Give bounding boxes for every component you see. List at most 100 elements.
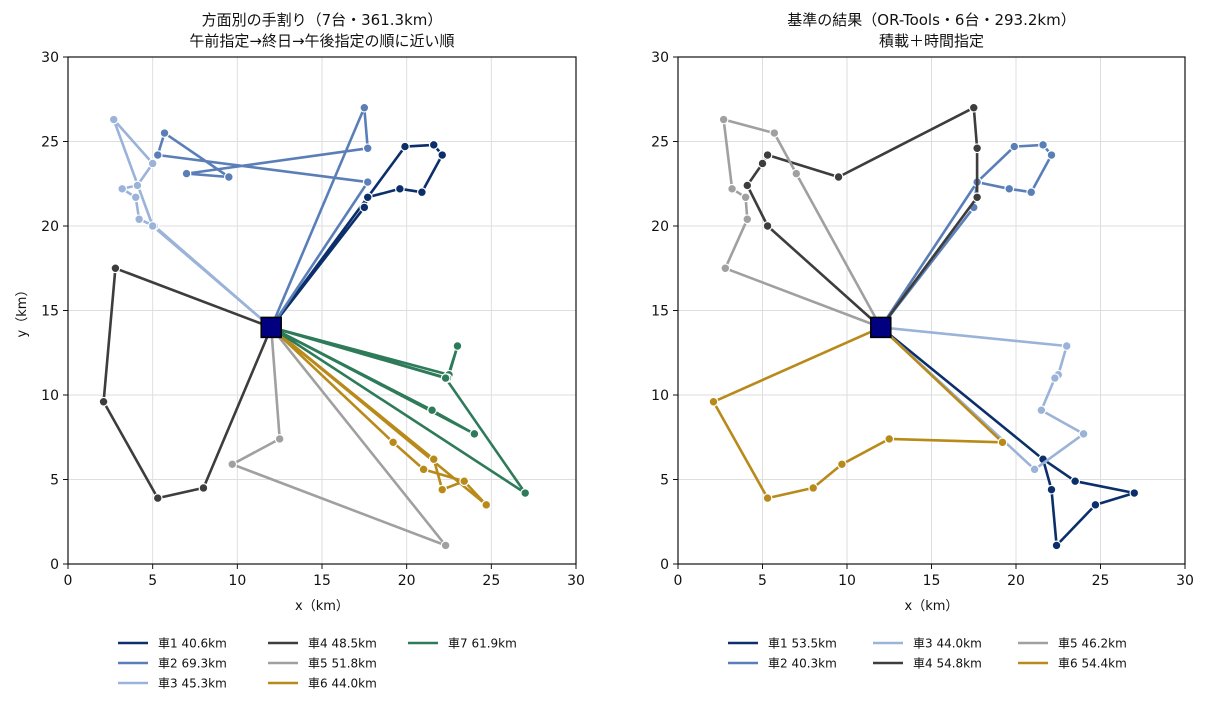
data-point (762, 150, 773, 160)
y-tick-label: 20 (651, 219, 669, 235)
data-point (972, 143, 983, 154)
x-tick-label: 30 (567, 573, 585, 589)
data-point (1070, 476, 1081, 487)
y-tick-label: 25 (41, 135, 59, 151)
legend-item: 車6 54.4km (1018, 657, 1127, 671)
data-point (427, 405, 437, 416)
legend-label: 車1 53.5km (768, 637, 837, 651)
data-point (742, 180, 753, 191)
data-point (108, 114, 119, 125)
series-2 (152, 102, 373, 329)
y-tick-label: 30 (651, 50, 669, 66)
data-point (274, 434, 285, 444)
data-point (394, 183, 405, 194)
data-point (181, 168, 192, 179)
data-point (452, 341, 463, 351)
depot-marker (260, 316, 282, 339)
data-point (98, 396, 109, 407)
data-point (1090, 499, 1101, 510)
data-point (833, 172, 844, 182)
x-tick-label: 20 (1007, 573, 1025, 589)
data-point (1129, 488, 1140, 498)
series-line (102, 266, 273, 500)
series-line (231, 326, 447, 547)
y-tick-label: 25 (651, 135, 669, 151)
data-point (1026, 187, 1037, 198)
y-tick-label: 5 (50, 473, 59, 489)
data-point (808, 483, 819, 493)
legend-label: 車5 51.8km (308, 657, 377, 671)
x-tick-label: 0 (64, 573, 73, 589)
y-tick-label: 5 (660, 473, 669, 489)
series-5 (227, 326, 451, 551)
data-point (1036, 405, 1047, 416)
legend-item: 車1 53.5km (728, 637, 837, 651)
data-point (718, 114, 729, 125)
data-point (400, 141, 410, 152)
series-4 (742, 102, 983, 329)
data-point (968, 102, 979, 113)
x-tick-label: 15 (313, 573, 331, 589)
data-point (1009, 141, 1020, 152)
data-point (762, 221, 773, 231)
legend-label: 車1 40.6km (158, 637, 227, 651)
data-point (147, 221, 158, 231)
series-3 (108, 114, 273, 329)
data-point (134, 214, 145, 225)
legend-item: 車6 44.0km (268, 677, 377, 691)
legend-item: 車4 54.8km (873, 657, 982, 671)
chart-subtitle: 積載＋時間指定 (879, 32, 984, 50)
legend-item: 車5 46.2km (1018, 637, 1127, 651)
depot-marker (870, 316, 892, 339)
series-line (879, 326, 1085, 471)
data-point (110, 263, 121, 274)
data-point (997, 437, 1008, 448)
data-point (757, 158, 768, 169)
legend-item: 車2 69.3km (118, 657, 227, 671)
data-point (428, 454, 439, 465)
data-point (132, 180, 143, 191)
data-point (152, 493, 163, 503)
x-axis-label: x（km） (905, 599, 959, 614)
data-point (708, 396, 719, 407)
data-point (117, 183, 128, 194)
data-point (359, 202, 370, 213)
data-point (762, 493, 773, 503)
legend-label: 車3 45.3km (158, 677, 227, 691)
x-tick-label: 5 (148, 573, 157, 589)
data-point (884, 434, 895, 444)
x-tick-label: 20 (398, 573, 416, 589)
x-tick-label: 5 (758, 573, 767, 589)
legend-label: 車4 54.8km (913, 657, 982, 671)
data-point (440, 540, 451, 551)
y-tick-label: 10 (651, 388, 669, 404)
y-tick-label: 15 (41, 304, 59, 320)
data-point (769, 128, 780, 138)
data-point (1004, 183, 1015, 194)
data-point (227, 459, 238, 470)
y-tick-label: 15 (651, 304, 669, 320)
chart-panel-right: 基準の結果（OR-Tools・6台・293.2km） 積載＋時間指定 0 5 10 15 2… (651, 11, 1194, 671)
data-point (1051, 540, 1062, 551)
data-point (742, 214, 753, 225)
data-point (440, 373, 451, 384)
series-line (879, 326, 1136, 547)
chart-panel-left: 方面別の手割り（7台・361.3km） 午前指定→終日→午後指定の順に近い順 0 5 1… (15, 11, 585, 691)
plot-frame (677, 56, 1186, 565)
chart-title: 基準の結果（OR-Tools・6台・293.2km） (787, 11, 1075, 29)
series-line (269, 143, 444, 329)
x-tick-label: 15 (923, 573, 941, 589)
series-2 (879, 139, 1057, 329)
series-1 (269, 139, 448, 329)
x-tick-label: 30 (1176, 573, 1194, 589)
y-axis-label: y（km） (15, 284, 30, 338)
series-6 (269, 326, 492, 510)
data-point (1046, 484, 1057, 495)
series-line (879, 143, 1053, 329)
legend-label: 車5 46.2km (1058, 637, 1127, 651)
legend-label: 車2 40.3km (768, 657, 837, 671)
chart-title: 方面別の手割り（7台・361.3km） (202, 11, 443, 29)
data-point (388, 437, 399, 448)
y-tick-label: 30 (41, 50, 59, 66)
plot-frame (67, 56, 577, 565)
